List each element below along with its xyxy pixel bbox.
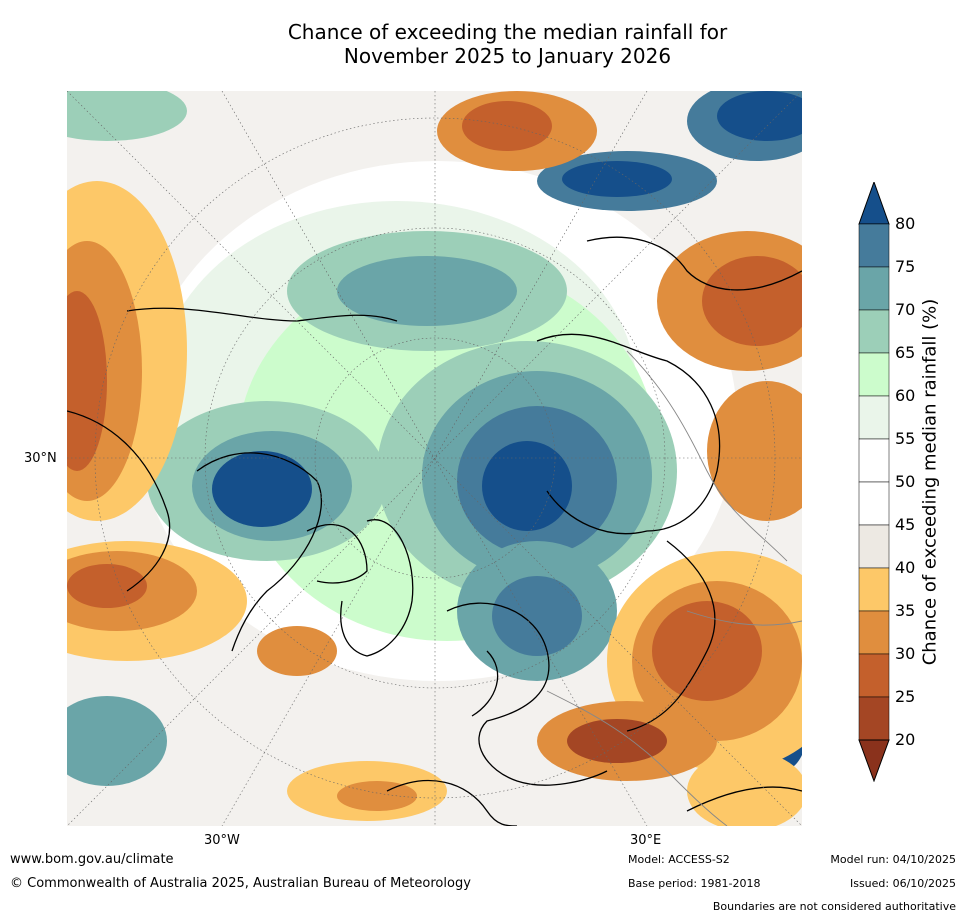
chart-title: Chance of exceeding the median rainfall … bbox=[0, 20, 965, 68]
model-run-date: Model run: 04/10/2025 bbox=[830, 853, 956, 866]
colorbar-band-gt80 bbox=[858, 180, 890, 225]
base-period: Base period: 1981-2018 bbox=[628, 877, 761, 890]
colorbar-tick-label: 50 bbox=[895, 472, 916, 491]
colorbar-tick-label: 55 bbox=[895, 429, 916, 448]
colorbar-band-50-55 bbox=[858, 438, 890, 483]
colorbar-band-35-40 bbox=[858, 567, 890, 612]
colorbar-band-20-25 bbox=[858, 696, 890, 741]
colorbar-band-lt20 bbox=[858, 739, 890, 783]
model-name: Model: ACCESS-S2 bbox=[628, 853, 730, 866]
website-url: www.bom.gov.au/climate bbox=[10, 852, 174, 867]
colorbar-tick-label: 80 bbox=[895, 214, 916, 233]
colorbar-tick-label: 20 bbox=[895, 730, 916, 749]
colorbar-band-40-45 bbox=[858, 524, 890, 569]
copyright-notice: © Commonwealth of Australia 2025, Austra… bbox=[10, 876, 471, 891]
lon-label-30w: 30°W bbox=[204, 833, 240, 848]
colorbar-tick-label: 75 bbox=[895, 257, 916, 276]
colorbar-band-60-65 bbox=[858, 352, 890, 397]
colorbar-tick-label: 70 bbox=[895, 300, 916, 319]
colorbar-band-65-70 bbox=[858, 309, 890, 354]
colorbar-band-25-30 bbox=[858, 653, 890, 698]
title-line-2: November 2025 to January 2026 bbox=[343, 44, 672, 68]
lon-label-30e: 30°E bbox=[630, 833, 662, 848]
colorbar-tick-label: 30 bbox=[895, 644, 916, 663]
colorbar-tick-label: 40 bbox=[895, 558, 916, 577]
rainfall-map bbox=[67, 91, 802, 826]
colorbar-tick-label: 45 bbox=[895, 515, 916, 534]
colorbar-band-75-80 bbox=[858, 223, 890, 268]
colorbar-title: Chance of exceeding median rainfall (%) bbox=[919, 298, 941, 666]
boundary-disclaimer: Boundaries are not considered authoritat… bbox=[712, 900, 956, 913]
issued-date: Issued: 06/10/2025 bbox=[849, 877, 956, 890]
colorbar-tick-label: 60 bbox=[895, 386, 916, 405]
colorbar-band-30-35 bbox=[858, 610, 890, 655]
colorbar-tick-label: 35 bbox=[895, 601, 916, 620]
colorbar-tick-label: 25 bbox=[895, 687, 916, 706]
lat-label-30n: 30°N bbox=[24, 451, 57, 466]
colorbar-band-55-60 bbox=[858, 395, 890, 440]
colorbar-band-45-50 bbox=[858, 481, 890, 526]
colorbar-tick-label: 65 bbox=[895, 343, 916, 362]
title-line-1: Chance of exceeding the median rainfall … bbox=[287, 20, 728, 44]
colorbar bbox=[858, 180, 890, 783]
colorbar-band-70-75 bbox=[858, 266, 890, 311]
